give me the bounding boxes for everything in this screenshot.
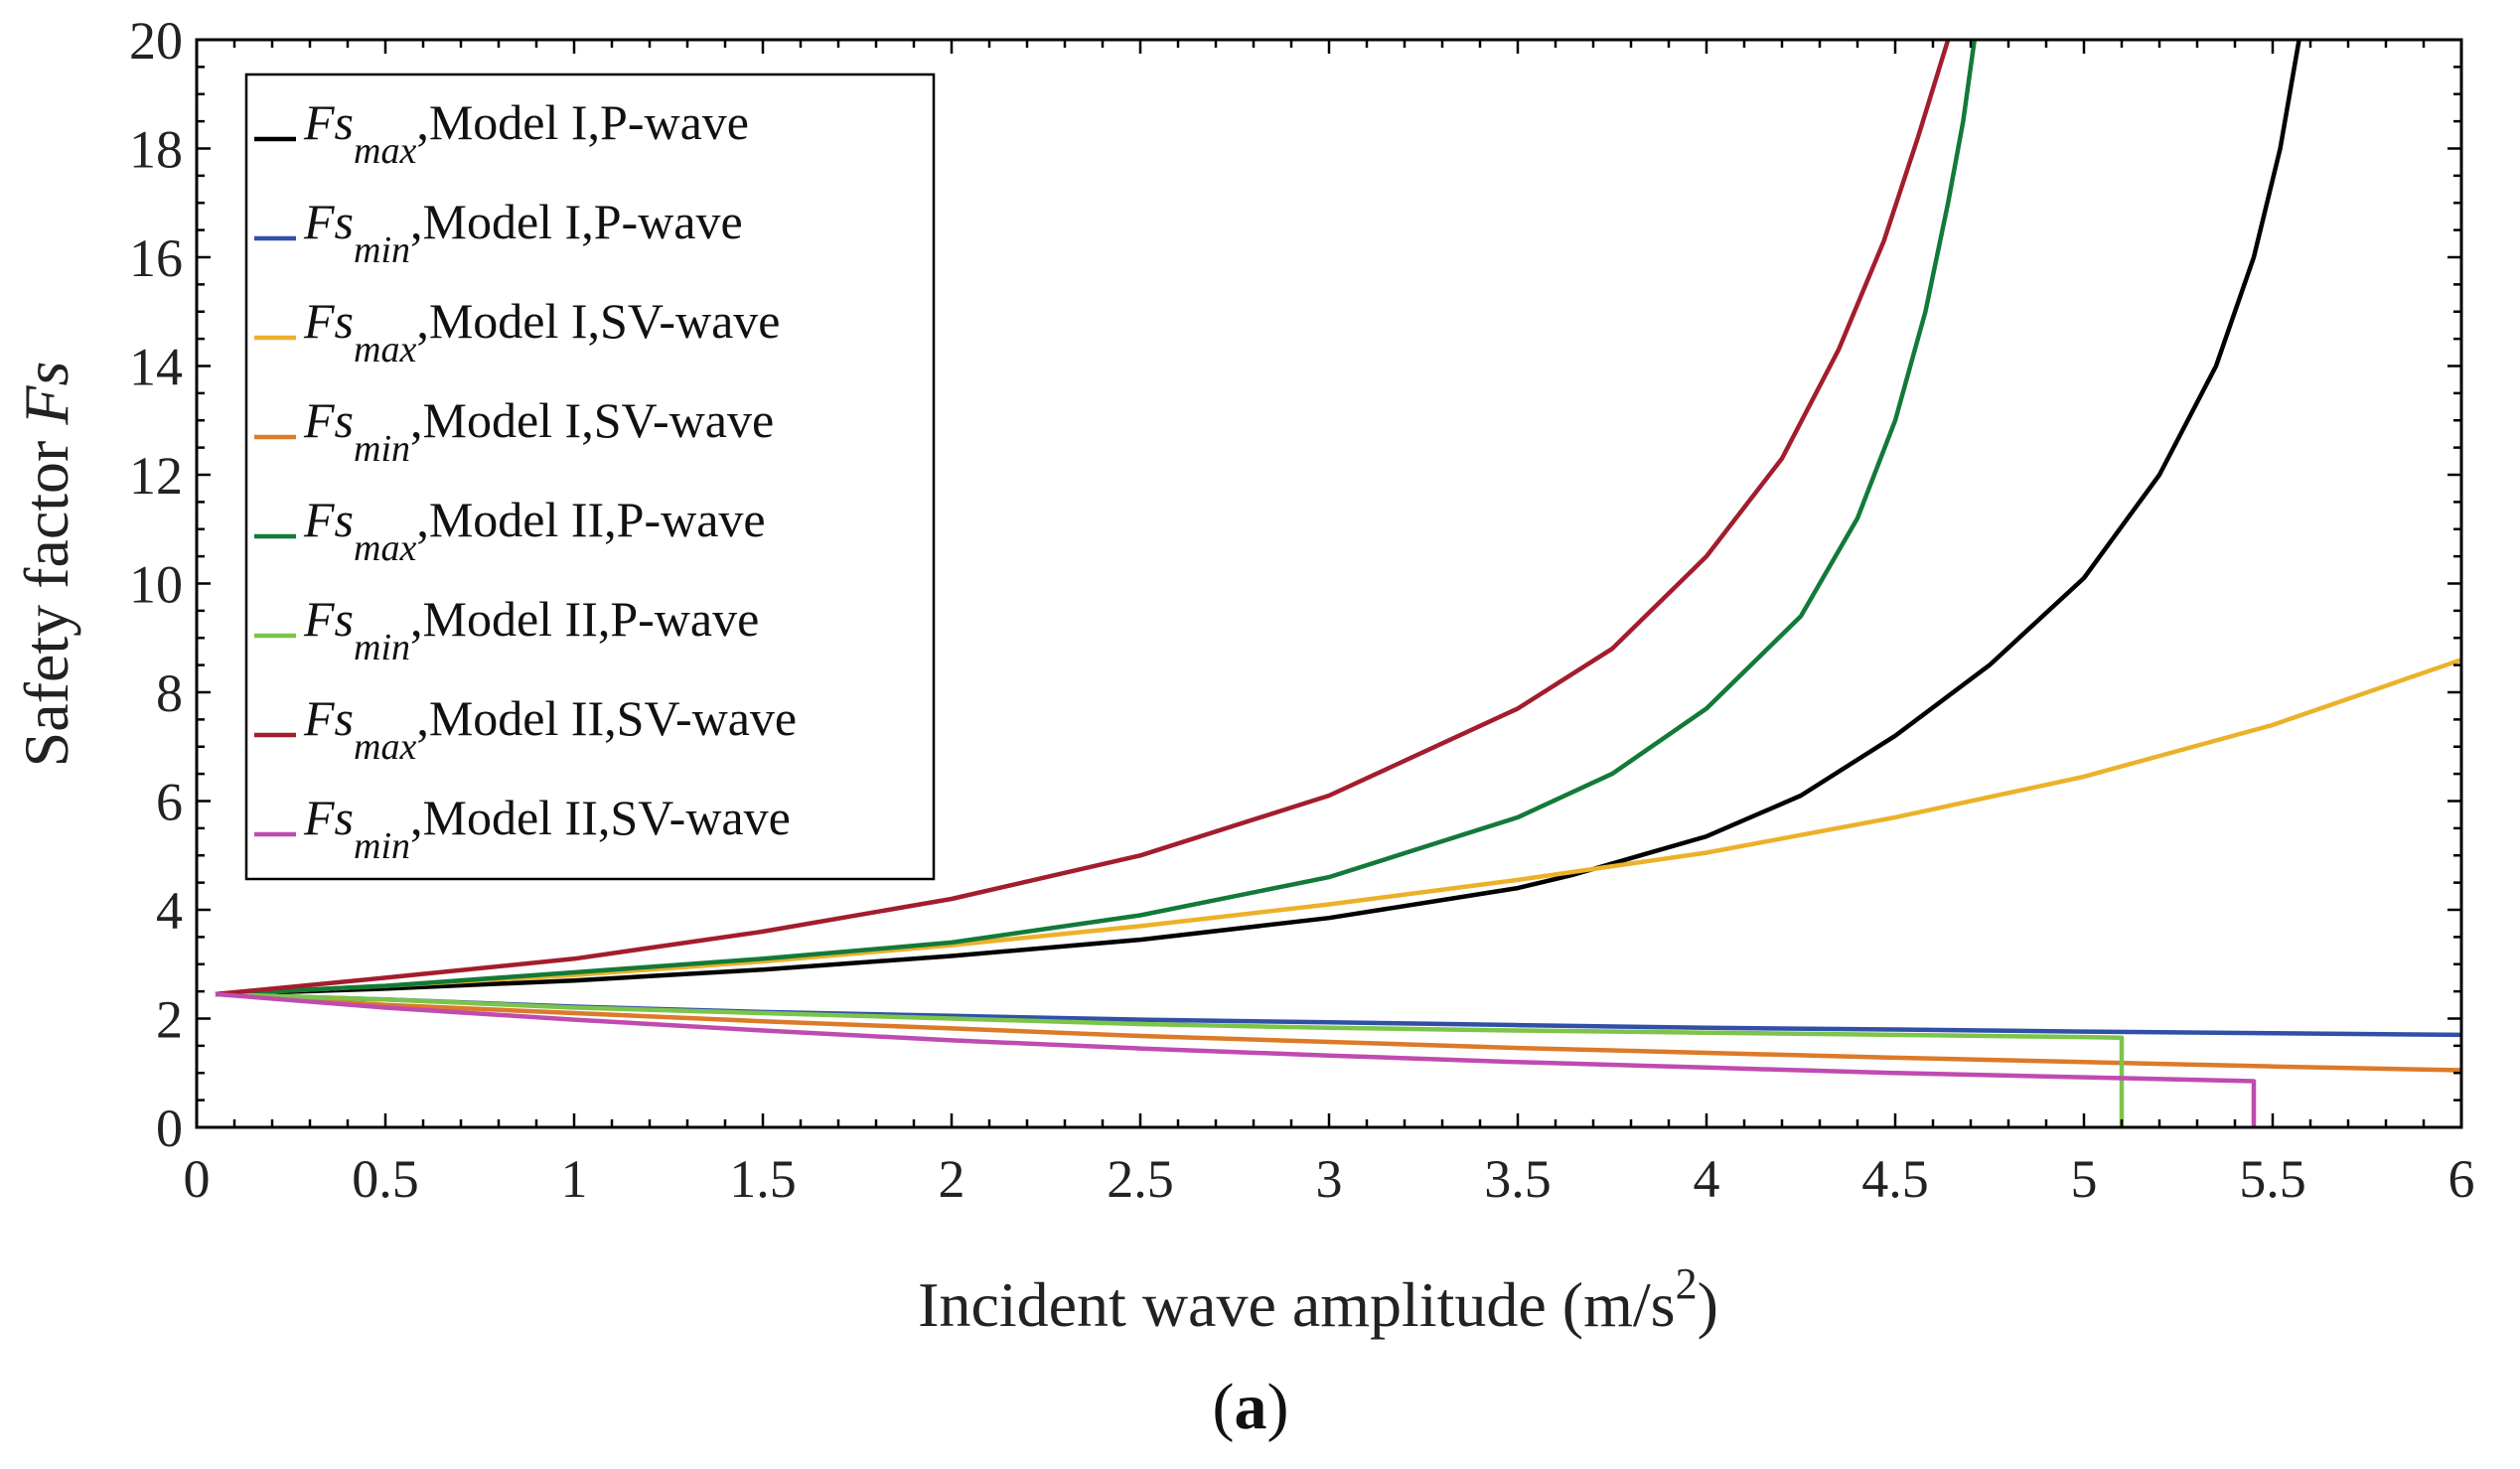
x-tick-label: 5 (2071, 1149, 2098, 1209)
legend-entry: Fsmin,Model II,P-wave (303, 591, 759, 668)
x-tick-labels: 0 0.5 1 1.5 2 2.5 3 3.5 4 4.5 5 5.5 6 (184, 1149, 2475, 1209)
y-tick-label: 8 (156, 663, 183, 723)
legend-entry-label: ,Model II,P-wave (410, 591, 759, 647)
legend-entry-label: ,Model II,SV-wave (416, 690, 797, 746)
series-line-8 (215, 991, 2257, 1127)
legend-entry-label: ,Model II,P-wave (416, 492, 765, 547)
series-line-4 (215, 991, 2461, 1073)
legend-entry-symbol: Fs (303, 392, 354, 448)
x-tick-label: 2.5 (1107, 1149, 1174, 1209)
y-axis-title: Safety factor Fs (11, 362, 81, 768)
legend-entry-label: ,Model I,SV-wave (416, 293, 780, 349)
x-tick-label: 2 (939, 1149, 965, 1209)
legend-entry-symbol: Fs (303, 94, 354, 150)
y-tick-label: 2 (156, 990, 183, 1050)
series-line-7 (215, 40, 1951, 997)
legend-entry-subscript: max (354, 726, 416, 768)
legend-entry-subscript: min (354, 229, 410, 271)
x-tick-label: 3.5 (1484, 1149, 1552, 1209)
legend-entry-symbol: Fs (303, 790, 354, 845)
y-tick-label: 10 (129, 555, 183, 615)
series-line-5 (215, 40, 1978, 997)
legend-entry-label: ,Model II,SV-wave (410, 790, 791, 845)
panel-label-open: ( (1213, 1371, 1235, 1443)
legend-entry-symbol: Fs (303, 293, 354, 349)
x-tick-label: 6 (2448, 1149, 2475, 1209)
panel-label: (a) (1213, 1371, 1289, 1443)
legend-entry-symbol: Fs (303, 591, 354, 647)
x-tick-label: 0 (184, 1149, 211, 1209)
x-axis-title-superscript: 2 (1676, 1259, 1698, 1308)
legend-entry-subscript: max (354, 130, 416, 172)
legend-entry-label: ,Model I,SV-wave (410, 392, 774, 448)
x-tick-label: 3 (1316, 1149, 1343, 1209)
legend-entry: Fsmax,Model II,P-wave (303, 492, 766, 569)
series-line-6 (215, 991, 2125, 1127)
series-line-3 (215, 658, 2461, 997)
x-tick-label: 5.5 (2239, 1149, 2306, 1209)
y-tick-label: 20 (129, 11, 183, 71)
y-tick-label: 14 (129, 338, 183, 397)
x-axis-title-end: ) (1698, 1269, 1718, 1340)
y-tick-label: 6 (156, 773, 183, 832)
x-tick-label: 4.5 (1861, 1149, 1929, 1209)
x-axis-title: Incident wave amplitude (m/s2) (918, 1259, 1718, 1340)
legend-entry-label: ,Model I,P-wave (410, 194, 743, 249)
tick-marks (195, 38, 2463, 1129)
y-tick-label: 12 (129, 446, 183, 506)
panel-label-close: ) (1267, 1371, 1289, 1443)
y-tick-label: 18 (129, 120, 183, 180)
x-tick-label: 1 (561, 1149, 588, 1209)
legend-entry: Fsmax,Model I,SV-wave (303, 293, 780, 370)
legend-entry: Fsmax,Model II,SV-wave (303, 690, 797, 768)
legend-entry-subscript: min (354, 428, 410, 470)
legend-entry-symbol: Fs (303, 492, 354, 547)
y-axis-title-symbol: Fs (11, 362, 81, 426)
legend-entry-symbol: Fs (303, 194, 354, 249)
legend-entry-symbol: Fs (303, 690, 354, 746)
legend-entry: Fsmin,Model I,SV-wave (303, 392, 774, 470)
y-axis-title-main: Safety factor (11, 425, 81, 768)
y-tick-labels: 0 2 4 6 8 10 12 14 16 18 20 (129, 11, 183, 1158)
y-tick-label: 4 (156, 881, 183, 941)
legend-entry: Fsmax,Model I,P-wave (303, 94, 749, 172)
legend-entry: Fsmin,Model II,SV-wave (303, 790, 791, 867)
x-tick-label: 1.5 (729, 1149, 797, 1209)
legend-entry-label: ,Model I,P-wave (416, 94, 749, 150)
legend-entry-subscript: max (354, 527, 416, 569)
y-tick-label: 16 (129, 228, 183, 288)
series-layer (215, 40, 2461, 1127)
x-tick-label: 0.5 (352, 1149, 419, 1209)
x-axis-title-main: Incident wave amplitude (m/s (918, 1269, 1675, 1340)
legend-entry: Fsmin,Model I,P-wave (303, 194, 743, 271)
x-tick-label: 4 (1694, 1149, 1720, 1209)
series-line-1 (215, 40, 2301, 997)
legend-entry-subscript: min (354, 825, 410, 867)
panel-label-letter: a (1235, 1371, 1267, 1443)
legend-entry-subscript: max (354, 329, 416, 370)
legend-entry-subscript: min (354, 627, 410, 668)
legend-box (244, 73, 936, 881)
y-tick-label: 0 (156, 1099, 183, 1158)
